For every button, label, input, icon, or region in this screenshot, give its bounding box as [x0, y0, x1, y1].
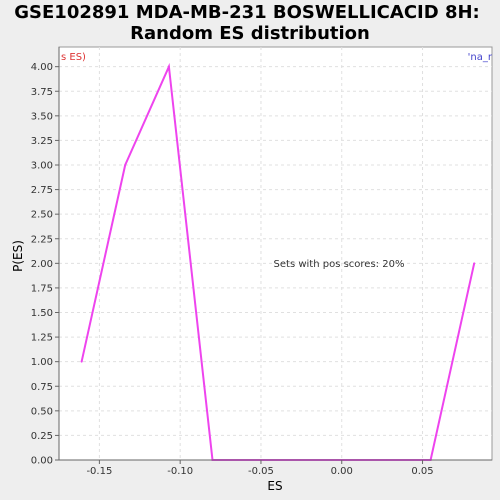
data-point: [80, 360, 83, 363]
pos-scores-annotation: Sets with pos scores: 20%: [274, 259, 405, 270]
y-tick-label: 0.50: [31, 406, 53, 417]
y-tick-label: 2.25: [31, 234, 53, 245]
x-tick-label: -0.15: [86, 466, 112, 477]
x-tick-label: -0.05: [248, 466, 274, 477]
legend-right-fragment: 'na_r: [468, 52, 493, 63]
y-tick-label: 1.75: [31, 283, 53, 294]
x-tick-label: 0.05: [411, 466, 433, 477]
y-tick-label: 3.50: [31, 111, 53, 122]
y-tick-label: 1.25: [31, 333, 53, 344]
x-tick-label: 0.00: [331, 466, 353, 477]
data-point: [167, 65, 170, 68]
y-tick-label: 3.25: [31, 136, 53, 147]
legend-left-fragment: s ES): [61, 52, 86, 63]
y-ticks: 0.00 0.25 0.50 0.75 1.00 1.25 1.50 1.75 2.00 2.25…: [31, 62, 59, 467]
y-tick-label: 0.00: [31, 456, 53, 467]
y-tick-label: 3.75: [31, 87, 53, 98]
y-tick-label: 2.75: [31, 185, 53, 196]
y-axis-label: P(ES): [11, 240, 25, 272]
y-tick-label: 3.00: [31, 161, 53, 172]
data-point: [124, 164, 127, 166]
y-tick-label: 2.50: [31, 210, 53, 221]
y-tick-label: 0.25: [31, 431, 53, 442]
x-ticks: -0.15 -0.10 -0.05 0.00 0.05: [86, 460, 434, 477]
y-tick-label: 0.75: [31, 382, 53, 393]
x-axis-label: ES: [267, 479, 282, 493]
plot-area: [58, 46, 493, 461]
data-point: [473, 262, 476, 265]
y-tick-label: 1.00: [31, 357, 53, 368]
x-tick-label: -0.10: [167, 466, 193, 477]
chart-title-line-2: Random ES distribution: [130, 23, 370, 44]
y-tick-label: 1.50: [31, 308, 53, 319]
y-tick-label: 2.00: [31, 259, 53, 270]
chart-title-line-1: GSE102891 MDA-MB-231 BOSWELLICACID 8H:: [14, 2, 479, 23]
y-tick-label: 4.00: [31, 62, 53, 73]
